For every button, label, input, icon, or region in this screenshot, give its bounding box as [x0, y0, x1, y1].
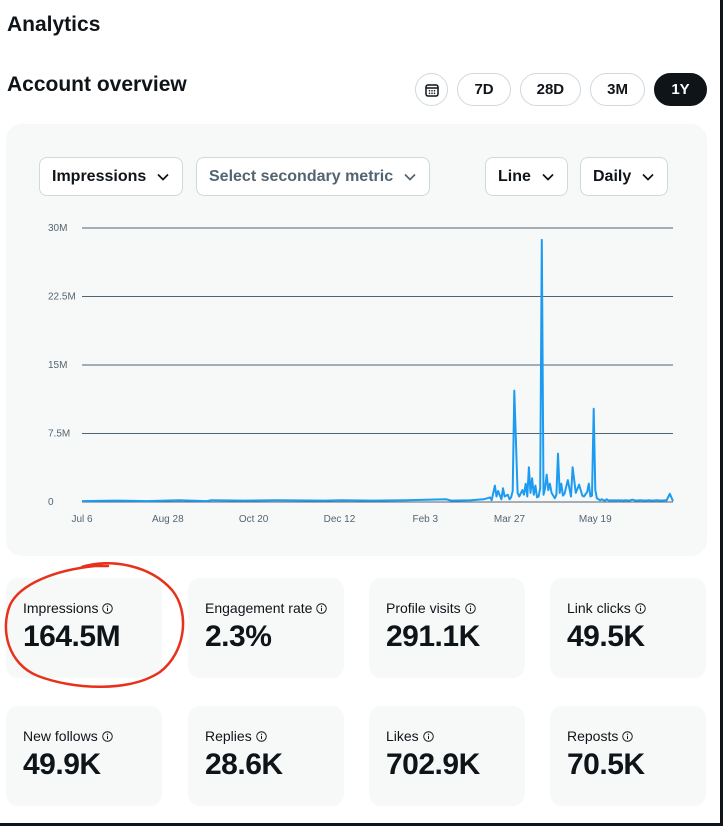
y-tick-label: 30M: [48, 223, 67, 234]
stat-label: Engagement rate: [205, 600, 313, 616]
date-range-selector: 7D 28D 3M 1Y: [415, 73, 707, 106]
stat-label-row: Impressions: [23, 600, 114, 616]
x-tick-label: May 19: [579, 514, 612, 525]
info-icon[interactable]: [464, 602, 476, 614]
stat-value: 291.1K: [386, 620, 480, 653]
stat-card-replies[interactable]: Replies 28.6K: [188, 706, 344, 806]
secondary-metric-label: Select secondary metric: [209, 167, 394, 185]
primary-metric-dropdown[interactable]: Impressions: [39, 157, 184, 196]
stat-label-row: Reposts: [567, 728, 634, 744]
range-3m-button[interactable]: 3M: [590, 73, 645, 106]
chevron-down-icon: [642, 173, 654, 181]
stat-label: New follows: [23, 728, 98, 744]
x-tick-label: Aug 28: [152, 514, 184, 525]
x-tick-label: Oct 20: [239, 514, 269, 525]
x-tick-label: Dec 12: [324, 514, 356, 525]
stat-card-likes[interactable]: Likes 702.9K: [369, 706, 525, 806]
secondary-metric-dropdown[interactable]: Select secondary metric: [196, 157, 431, 196]
stat-label: Reposts: [567, 728, 619, 744]
stat-card-impressions[interactable]: Impressions 164.5M: [6, 578, 162, 678]
x-tick-label: Jul 6: [71, 514, 93, 525]
stat-label-row: Likes: [386, 728, 434, 744]
calendar-icon: [425, 83, 439, 97]
stat-value: 702.9K: [386, 748, 480, 781]
impressions-series-line[interactable]: [81, 238, 674, 503]
stat-value: 49.9K: [23, 748, 101, 781]
stat-label: Likes: [386, 728, 419, 744]
stat-value: 28.6K: [205, 748, 283, 781]
stat-label: Impressions: [23, 600, 99, 616]
y-tick-label: 0: [48, 497, 54, 508]
stat-card-reposts[interactable]: Reposts 70.5K: [550, 706, 706, 806]
chart-card: Impressions Select secondary metric Line…: [6, 124, 707, 556]
section-title: Account overview: [7, 73, 187, 96]
info-icon[interactable]: [635, 602, 646, 614]
stat-label: Replies: [205, 728, 252, 744]
chart-type-label: Line: [498, 167, 531, 185]
info-icon[interactable]: [101, 730, 113, 742]
chevron-down-icon: [157, 173, 169, 181]
range-7d-button[interactable]: 7D: [457, 73, 511, 106]
granularity-dropdown[interactable]: Daily: [580, 157, 669, 196]
primary-metric-label: Impressions: [52, 167, 147, 185]
stat-value: 2.3%: [205, 620, 272, 653]
info-icon[interactable]: [422, 730, 434, 742]
window-border-bottom: [0, 823, 723, 826]
granularity-label: Daily: [593, 167, 632, 185]
x-tick-label: Mar 27: [494, 514, 526, 525]
y-tick-label: 22.5M: [48, 292, 76, 303]
chart-type-dropdown[interactable]: Line: [485, 157, 568, 196]
stat-label: Link clicks: [567, 600, 631, 616]
info-icon[interactable]: [316, 602, 328, 614]
stat-label-row: Engagement rate: [205, 600, 328, 616]
stat-card-new-follows[interactable]: New follows 49.9K: [6, 706, 162, 806]
page-title: Analytics: [7, 13, 101, 36]
calendar-button[interactable]: [415, 73, 449, 106]
stat-label: Profile visits: [386, 600, 461, 616]
stat-label-row: Profile visits: [386, 600, 476, 616]
stat-value: 164.5M: [23, 620, 121, 653]
y-tick-label: 7.5M: [48, 429, 70, 440]
impressions-line-chart: 0 7.5M 15M 22.5M 30M Jul 6 Aug 28 Oct 20 Dec 12 F…: [48, 223, 674, 525]
info-icon[interactable]: [102, 602, 114, 614]
stat-value: 70.5K: [567, 748, 645, 781]
stat-value: 49.5K: [567, 620, 645, 653]
stat-label-row: Replies: [205, 728, 267, 744]
x-tick-label: Feb 3: [412, 514, 438, 525]
stat-card-profile-visits[interactable]: Profile visits 291.1K: [369, 578, 525, 678]
stat-label-row: New follows: [23, 728, 113, 744]
window-border-right: [720, 0, 723, 826]
info-icon[interactable]: [255, 730, 267, 742]
range-1y-button[interactable]: 1Y: [654, 73, 707, 106]
chevron-down-icon: [404, 173, 416, 181]
stat-card-link-clicks[interactable]: Link clicks 49.5K: [550, 578, 706, 678]
y-tick-label: 15M: [48, 360, 67, 371]
chevron-down-icon: [542, 173, 554, 181]
stat-label-row: Link clicks: [567, 600, 646, 616]
info-icon[interactable]: [622, 730, 634, 742]
range-28d-button[interactable]: 28D: [519, 73, 582, 106]
stat-card-engagement-rate[interactable]: Engagement rate 2.3%: [188, 578, 344, 678]
